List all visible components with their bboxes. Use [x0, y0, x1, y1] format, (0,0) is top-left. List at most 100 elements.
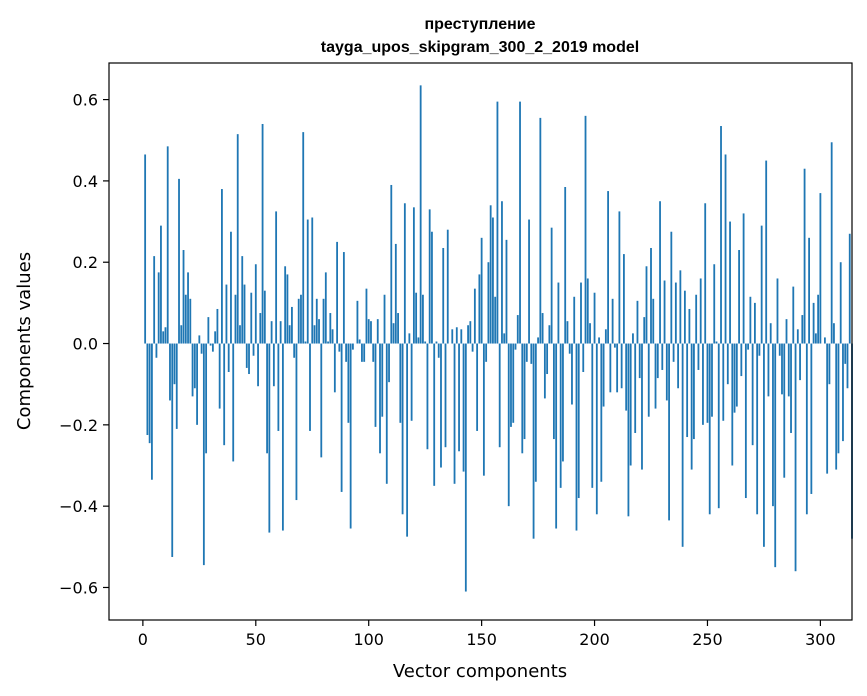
bar: [202, 343, 205, 566]
bar: [519, 101, 521, 344]
bar: [257, 343, 259, 387]
bar: [537, 337, 539, 344]
bar: [778, 343, 781, 356]
bar: [268, 343, 271, 533]
bar: [157, 272, 160, 344]
bar: [600, 343, 603, 482]
bar: [155, 343, 158, 358]
bar: [345, 343, 348, 362]
bar: [501, 201, 503, 344]
bar: [808, 237, 810, 344]
bar: [623, 254, 625, 344]
bar: [650, 247, 652, 344]
bar: [412, 207, 415, 344]
bar: [352, 343, 354, 350]
bar: [193, 343, 196, 389]
x-tick-label: 300: [805, 630, 836, 649]
bar: [207, 317, 210, 344]
y-tick-label: 0.2: [73, 253, 98, 272]
bar: [733, 343, 736, 413]
bar: [331, 329, 334, 344]
x-tick-label: 50: [246, 630, 266, 649]
bar: [695, 294, 698, 344]
bar: [458, 343, 460, 452]
bar: [787, 343, 790, 397]
bar: [559, 343, 562, 488]
bar: [763, 343, 765, 547]
bar: [744, 343, 747, 499]
bar: [717, 343, 720, 509]
bar: [686, 343, 689, 438]
bar: [358, 339, 361, 344]
bar: [647, 343, 650, 417]
bar: [399, 343, 402, 423]
bar: [160, 225, 162, 344]
bar: [227, 343, 230, 372]
bar: [620, 343, 623, 389]
bar: [722, 343, 725, 421]
bar: [338, 343, 341, 352]
bar: [760, 225, 763, 344]
bar: [846, 343, 849, 389]
y-tick-label: −0.4: [59, 497, 98, 516]
bar: [674, 282, 677, 344]
bar: [715, 341, 718, 344]
x-tick-label: 0: [138, 630, 148, 649]
bar: [392, 323, 395, 344]
bar: [839, 262, 842, 344]
x-axis-label: Vector components: [393, 661, 567, 682]
bar: [693, 343, 695, 440]
bar: [654, 343, 657, 409]
bar: [792, 286, 795, 344]
bar: [543, 343, 546, 399]
bar: [645, 266, 648, 344]
bar: [178, 178, 180, 344]
bar: [530, 343, 533, 364]
bar: [221, 189, 223, 344]
bar: [442, 247, 445, 344]
bar: [467, 325, 469, 344]
bar: [453, 343, 456, 484]
bar: [801, 315, 804, 344]
bar: [281, 343, 284, 531]
bar: [848, 233, 851, 344]
bar: [494, 296, 497, 344]
bar: [388, 343, 390, 383]
bar: [293, 343, 296, 358]
bar: [245, 343, 248, 368]
bar: [595, 343, 598, 515]
bar: [367, 319, 370, 344]
bar: [548, 325, 551, 344]
bar: [835, 343, 838, 470]
bar: [514, 343, 517, 350]
bar: [410, 343, 413, 421]
bar: [738, 250, 740, 344]
bar: [688, 308, 691, 344]
bar: [765, 160, 768, 344]
bar: [507, 343, 510, 507]
bar: [663, 280, 666, 344]
y-axis-ticks: −0.6 −0.4 −0.2 0.0 0.2 0.4 0.6: [59, 91, 109, 597]
bar: [503, 333, 506, 344]
bar: [842, 343, 844, 442]
bar: [830, 142, 833, 344]
bar: [489, 205, 492, 344]
bar: [440, 343, 442, 468]
bar: [679, 270, 682, 344]
bar: [690, 343, 693, 470]
bar: [683, 290, 686, 344]
bar: [464, 343, 467, 592]
bar: [837, 343, 840, 454]
bar: [236, 134, 239, 344]
x-tick-label: 250: [692, 630, 723, 649]
bar: [833, 323, 835, 344]
bar: [613, 343, 616, 348]
bar: [426, 343, 429, 450]
bar: [250, 292, 253, 344]
bar: [446, 229, 449, 344]
bar: [753, 302, 756, 344]
bar: [451, 329, 454, 344]
bar: [223, 343, 226, 446]
bar: [625, 343, 628, 411]
bar: [379, 343, 381, 454]
